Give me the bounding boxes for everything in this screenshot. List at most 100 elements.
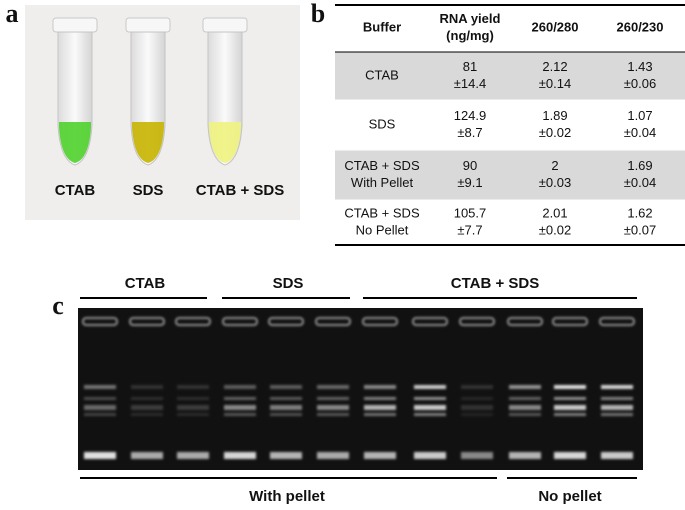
gel-band bbox=[270, 413, 302, 416]
table-cell: ±9.1 bbox=[457, 175, 482, 190]
gel-band bbox=[364, 397, 396, 400]
table-cell: ±8.7 bbox=[457, 125, 482, 140]
gel-well bbox=[362, 317, 398, 326]
group-label: CTAB + SDS bbox=[451, 275, 539, 292]
gel-band bbox=[224, 397, 256, 400]
tube-cap bbox=[125, 17, 171, 33]
gel-image bbox=[78, 308, 643, 470]
tube-label: CTAB bbox=[55, 182, 96, 199]
header-cell: Buffer bbox=[363, 19, 401, 34]
table-cell: CTAB + SDS bbox=[344, 205, 420, 220]
table-cell: 1.43 bbox=[627, 59, 652, 74]
gel-band bbox=[177, 385, 209, 389]
table-cell: 2.12 bbox=[542, 59, 567, 74]
table-cell: 2 bbox=[551, 158, 558, 173]
table-cell: With Pellet bbox=[351, 175, 414, 190]
table-cell: ±0.07 bbox=[624, 222, 656, 237]
table-cell: 1.89 bbox=[542, 108, 567, 123]
gel-band bbox=[177, 405, 209, 410]
gel-band bbox=[224, 413, 256, 416]
panel-label: c bbox=[52, 291, 64, 320]
gel-band bbox=[177, 452, 209, 459]
table-cell: SDS bbox=[369, 116, 396, 131]
gel-well bbox=[459, 317, 495, 326]
gel-band bbox=[177, 397, 209, 400]
gel-well bbox=[129, 317, 165, 326]
tube-liquid bbox=[59, 122, 91, 163]
table-cell: 105.7 bbox=[454, 205, 487, 220]
header-cell: (ng/mg) bbox=[446, 28, 494, 43]
gel-band bbox=[554, 385, 586, 389]
gel-well bbox=[412, 317, 448, 326]
gel-band bbox=[270, 397, 302, 400]
panel-label: b bbox=[311, 0, 325, 28]
gel-band bbox=[364, 385, 396, 389]
gel-band bbox=[177, 413, 209, 416]
gel-well bbox=[599, 317, 635, 326]
gel-well bbox=[268, 317, 304, 326]
gel-band bbox=[364, 413, 396, 416]
gel-band bbox=[601, 413, 633, 416]
table-cell: ±0.04 bbox=[624, 125, 656, 140]
gel-band bbox=[364, 405, 396, 410]
gel-band bbox=[509, 452, 541, 459]
gel-well bbox=[552, 317, 588, 326]
header-cell: RNA yield bbox=[440, 11, 501, 26]
gel-band bbox=[131, 385, 163, 389]
gel-band bbox=[509, 385, 541, 389]
table-cell: ±0.02 bbox=[539, 222, 571, 237]
gel-band bbox=[84, 397, 116, 400]
gel-well bbox=[222, 317, 258, 326]
gel-well bbox=[82, 317, 118, 326]
tube-label: CTAB + SDS bbox=[196, 182, 284, 199]
table-cell: No Pellet bbox=[356, 222, 409, 237]
table-cell: CTAB bbox=[365, 67, 399, 82]
gel-band bbox=[414, 397, 446, 400]
gel-band bbox=[461, 405, 493, 410]
gel-band bbox=[131, 397, 163, 400]
table-cell: 90 bbox=[463, 158, 477, 173]
gel-band bbox=[414, 413, 446, 416]
bottom-label: With pellet bbox=[249, 488, 325, 505]
header-cell: 260/230 bbox=[617, 19, 664, 34]
table-cell: ±0.03 bbox=[539, 175, 571, 190]
gel-band bbox=[224, 452, 256, 459]
table-cell: ±0.06 bbox=[624, 76, 656, 91]
gel-band bbox=[414, 452, 446, 459]
gel-band bbox=[131, 452, 163, 459]
gel-band bbox=[224, 385, 256, 389]
table-cell: ±0.04 bbox=[624, 175, 656, 190]
gel-band bbox=[509, 413, 541, 416]
tube-liquid bbox=[132, 122, 164, 163]
tubes bbox=[52, 17, 248, 166]
gel-band bbox=[554, 405, 586, 410]
bottom-label: No pellet bbox=[538, 488, 601, 505]
gel-band bbox=[601, 405, 633, 410]
gel-band bbox=[461, 397, 493, 400]
gel-well bbox=[507, 317, 543, 326]
gel-band bbox=[509, 405, 541, 410]
gel-band bbox=[270, 452, 302, 459]
table-cell: ±14.4 bbox=[454, 76, 486, 91]
gel-band bbox=[84, 385, 116, 389]
table-cell: 81 bbox=[463, 59, 477, 74]
gel-band bbox=[224, 405, 256, 410]
gel-band bbox=[554, 452, 586, 459]
gel-bands bbox=[82, 317, 635, 459]
tube-label: SDS bbox=[133, 182, 164, 199]
tube-liquid bbox=[209, 122, 241, 163]
table-cell: ±7.7 bbox=[457, 222, 482, 237]
gel-band bbox=[317, 385, 349, 389]
gel-band bbox=[601, 397, 633, 400]
gel-band bbox=[317, 397, 349, 400]
gel-band bbox=[414, 405, 446, 410]
gel-band bbox=[554, 413, 586, 416]
gel-band bbox=[461, 385, 493, 389]
gel-band bbox=[461, 413, 493, 416]
gel-band bbox=[270, 405, 302, 410]
table-cell: 2.01 bbox=[542, 205, 567, 220]
gel-well bbox=[315, 317, 351, 326]
tube-cap bbox=[52, 17, 98, 33]
row-shade bbox=[335, 150, 685, 200]
